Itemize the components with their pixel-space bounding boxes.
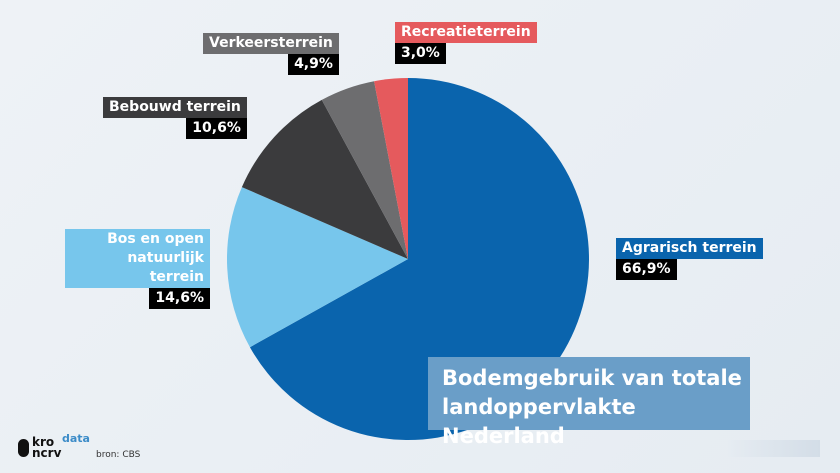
slice-label: Recreatieterrein <box>395 22 537 43</box>
slice-label: Bos en open natuurlijk terrein <box>65 229 210 288</box>
label-verkeer: Verkeersterrein 4,9% <box>203 33 339 75</box>
label-agrarisch: Agrarisch terrein 66,9% <box>616 238 763 280</box>
slice-value: 3,0% <box>395 43 446 64</box>
slice-value: 10,6% <box>186 118 247 139</box>
chart-title: Bodemgebruik van totale landoppervlakte … <box>428 357 750 448</box>
pie-slice-4 <box>374 78 408 259</box>
data-tag: data <box>62 432 90 445</box>
slice-label: Agrarisch terrein <box>616 238 763 259</box>
pie-slice-0 <box>249 78 589 441</box>
pie-slice-1 <box>226 187 408 348</box>
label-bebouwd: Bebouwd terrein 10,6% <box>103 97 247 139</box>
slice-value: 4,9% <box>288 54 339 75</box>
slice-value: 14,6% <box>149 288 210 309</box>
slice-label: Verkeersterrein <box>203 33 339 54</box>
blurred-watermark <box>728 440 820 457</box>
label-bos: Bos en open natuurlijk terrein 14,6% <box>65 229 210 309</box>
pie-slice-2 <box>241 99 408 259</box>
pie-slice-3 <box>321 81 408 259</box>
slice-value: 66,9% <box>616 259 677 280</box>
label-recreatie: Recreatieterrein 3,0% <box>395 22 537 64</box>
slice-label: Bebouwd terrein <box>103 97 247 118</box>
source-text: bron: CBS <box>96 450 141 460</box>
